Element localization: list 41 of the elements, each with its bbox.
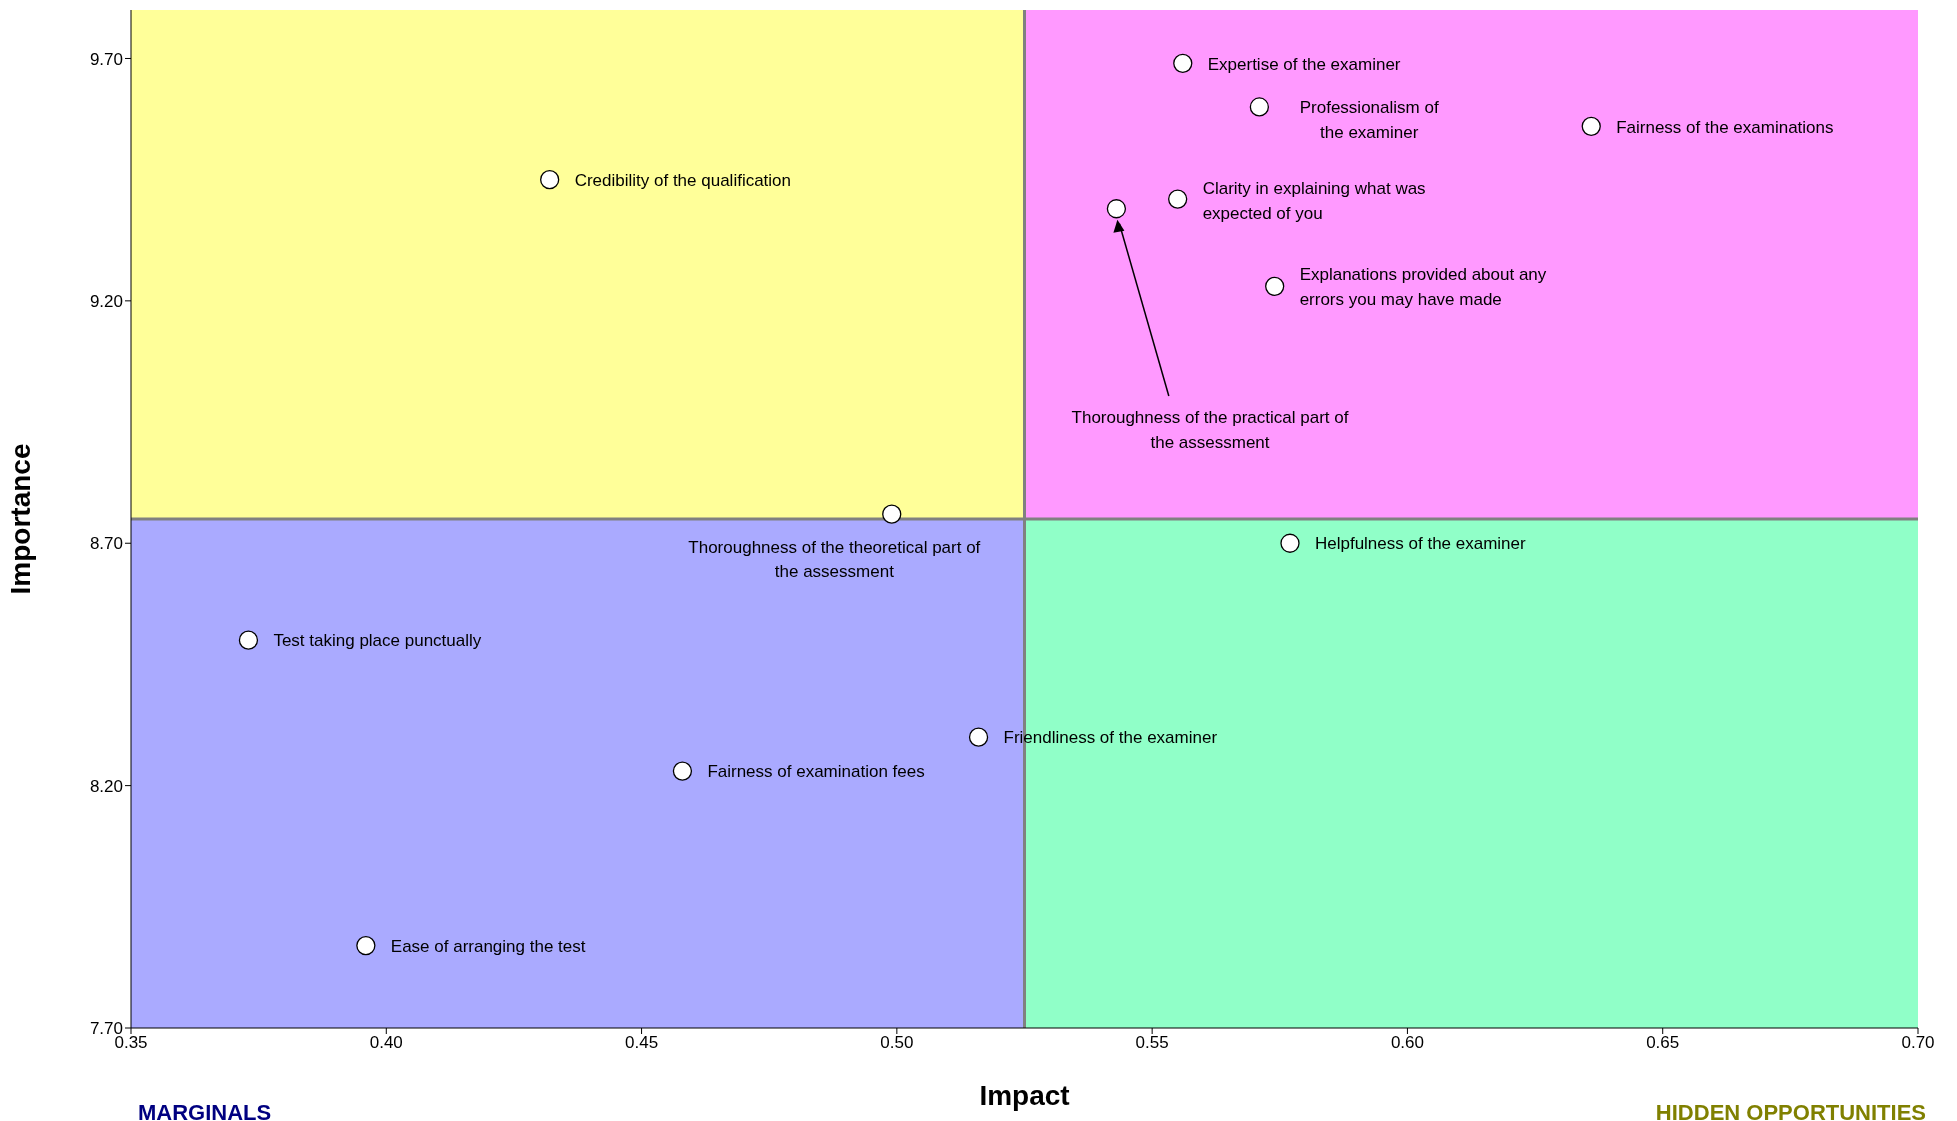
data-label: Expertise of the examiner	[1207, 54, 1401, 74]
data-label: Professionalism of the examiner	[1299, 98, 1439, 143]
point	[882, 504, 902, 524]
point	[1168, 189, 1188, 209]
point	[1173, 53, 1193, 73]
y-tick-label: 8.20	[89, 776, 123, 796]
point	[672, 761, 693, 781]
x-tick-label: 0.55	[1135, 1033, 1169, 1053]
data-label: Explanations provided about any errors you may have made	[1299, 265, 1547, 310]
point	[356, 935, 376, 956]
x-tick-label: 0.60	[1390, 1033, 1424, 1053]
data-label: Friendliness of the examiner	[1003, 728, 1218, 748]
point	[1106, 199, 1127, 219]
point	[540, 170, 560, 190]
point	[1581, 116, 1601, 136]
x-tick-label: 0.45	[625, 1033, 659, 1053]
x-tick-label: 0.40	[369, 1033, 403, 1053]
point	[968, 727, 989, 747]
x-axis-title: Impact	[979, 1080, 1070, 1111]
text: HIDDEN OPPORTUNITIES	[1655, 1100, 1926, 1121]
point	[1280, 533, 1300, 553]
data-label: Helpfulness of the examiner	[1314, 534, 1527, 554]
x-tick-label: 0.50	[880, 1033, 914, 1053]
x-tick-label: 0.65	[1646, 1033, 1680, 1053]
y-tick-label: 8.70	[89, 534, 123, 554]
x-tick-label: 0.70	[1901, 1033, 1935, 1053]
data-label: Test taking place punctually	[273, 631, 482, 651]
data-label: Clarity in explaining what was expected of you	[1202, 179, 1426, 224]
y-axis-title: Importance	[4, 443, 36, 595]
data-label: Thoroughness of the theoretical part of the assessment	[688, 537, 981, 581]
point	[1265, 276, 1285, 296]
data-label: Fairness of the examinations	[1616, 117, 1834, 137]
point	[1249, 97, 1270, 117]
point	[238, 630, 259, 650]
data-label: Credibility of the qualification	[574, 170, 792, 190]
data-label: Ease of arranging the test	[390, 936, 586, 956]
data-label: Thoroughness of the practical part of the assessment	[1071, 408, 1349, 453]
data-label: Fairness of examination fees	[707, 762, 925, 782]
y-tick-label: 9.70	[89, 49, 123, 69]
y-tick-label: 9.20	[89, 291, 123, 311]
text: MARGINALS	[138, 1100, 272, 1121]
